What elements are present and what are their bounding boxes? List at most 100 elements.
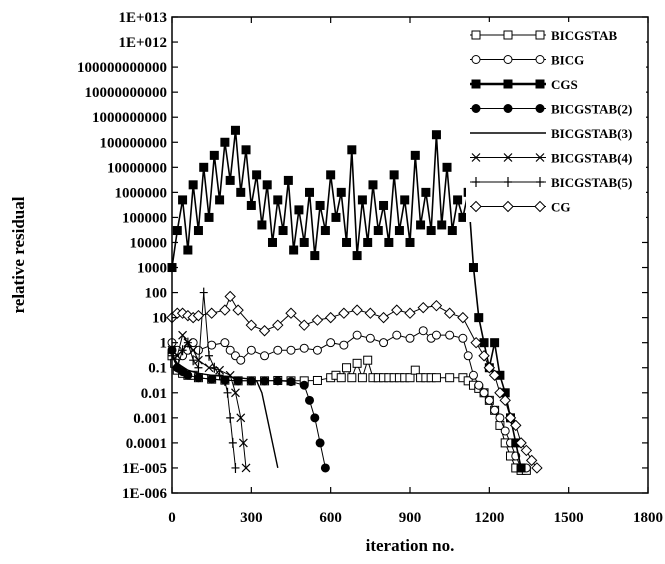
data-point-bicgstab [336,373,346,383]
data-point-bicg [299,343,309,353]
data-point-cgs [363,237,373,247]
legend-label: BICGSTAB(5) [551,175,632,190]
data-point-bicg [484,395,494,405]
x-tick-label: 1500 [554,510,584,526]
data-point-bicgstab-2 [299,380,309,390]
data-point-cg [245,319,258,331]
data-point-bicgstab [363,355,373,365]
data-point-cgs [310,251,320,261]
y-tick-label: 10000000 [107,160,167,176]
y-tick-label: 10000000000 [85,85,168,101]
series-layer [166,125,543,475]
data-point-cg [324,311,337,324]
data-point-cgs [246,200,256,210]
legend-label: CG [551,200,571,215]
data-point-cgs [305,187,315,197]
y-tick-label: 100000000000 [77,60,167,76]
legend-item-bicg: BICG [470,53,584,68]
data-point-cgs [394,226,404,236]
x-tick-label: 0 [168,510,176,526]
data-point-cg [176,307,189,319]
data-point-cgs [183,245,193,255]
data-point-cgs [416,220,426,230]
series-line-bicgstab-3 [171,355,279,469]
data-point-cgs [220,137,230,147]
legend: BICGSTAB BICG CGS BICGSTAB(2) BICGSTAB(3) BIC… [466,22,646,222]
data-point-cg [298,319,310,331]
data-point-cg [457,311,469,324]
data-point-bicgstab [312,375,322,385]
data-point-bicgstab-2 [273,376,283,386]
data-point-bicgstab-5 [194,362,203,373]
y-tick-label: 10000 [130,235,168,251]
data-point-cgs [289,245,299,255]
data-point-cg [404,307,416,319]
data-point-bicgstab-2 [315,438,325,448]
data-point-bicg [326,338,336,348]
data-point-bicg [220,338,230,348]
data-point-cgs [188,180,198,190]
legend-marker [535,30,545,40]
data-point-bicgstab-4 [178,330,188,340]
data-point-bicgstab-2 [320,463,330,473]
y-tick-label: 1000 [137,261,167,277]
data-point-cg [377,311,390,324]
data-point-bicg [500,426,510,436]
x-tick-label: 300 [240,510,263,526]
data-point-bicg [431,330,441,340]
data-point-bicgstab-5 [226,412,235,423]
legend-marker [472,177,480,187]
legend-marker [503,104,513,113]
data-point-cgs [299,237,309,247]
data-point-cgs [384,237,394,247]
legend-marker [504,177,512,187]
data-point-cgs [389,170,399,180]
data-point-cgs [252,170,262,180]
data-point-cg [531,462,543,474]
data-point-cgs [373,226,383,236]
legend-item-bicgstab: BICGSTAB [470,28,618,43]
data-point-bicg [312,345,322,355]
y-tick-label: 10 [152,311,167,327]
data-point-cgs [294,205,304,215]
data-point-cg [338,307,350,319]
data-point-cgs [347,145,357,155]
data-point-cgs [400,195,410,205]
data-point-bicgstab [352,358,362,368]
data-point-bicgstab-5 [205,350,214,361]
legend-item-cgs: CGS [470,77,578,92]
legend-label: BICGSTAB(4) [551,151,632,166]
x-tick-label: 1200 [474,510,504,526]
data-point-cgs [405,237,415,247]
series-line-bicg [171,330,527,469]
y-tick-label: 100000 [122,210,167,226]
data-point-cgs [204,212,214,222]
data-point-cgs [215,195,225,205]
data-point-cgs [490,338,500,348]
data-point-cg [478,350,490,362]
legend-label: BICG [551,53,584,68]
data-point-cgs [410,150,420,160]
data-point-cg [391,304,403,316]
legend-marker [470,200,482,213]
data-point-cgs [458,212,468,222]
data-point-cg [205,307,218,319]
data-point-bicgstab-2 [260,376,270,386]
legend-marker [535,153,545,162]
y-tick-label: 0.01 [141,386,167,402]
legend-marker [535,79,545,89]
data-point-bicg [392,330,402,340]
series-bicgstab [167,351,531,475]
data-point-bicg [246,345,256,355]
data-point-bicgstab-5 [178,345,187,356]
data-point-bicg [458,333,468,343]
legend-marker [503,79,513,89]
data-point-cg [488,369,501,381]
data-point-bicgstab-4 [231,388,240,398]
data-point-bicg [468,370,478,380]
legend-marker [534,200,546,213]
data-point-cgs [172,226,182,236]
data-point-cg [443,307,456,319]
data-point-cg [483,362,496,374]
data-point-bicgstab-2 [233,376,243,386]
